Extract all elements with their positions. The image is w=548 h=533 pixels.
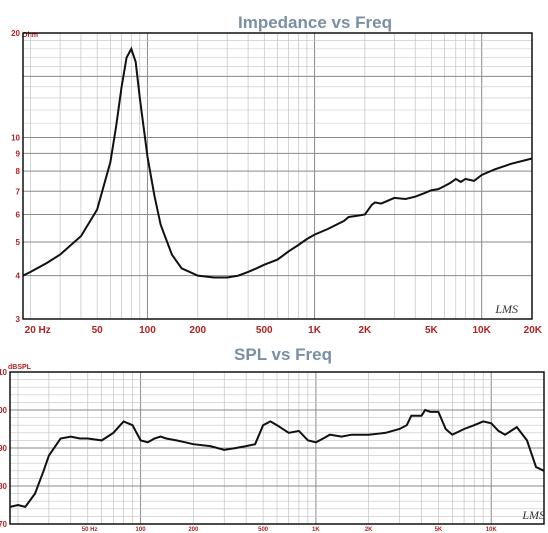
spl-x-tick-label: 10K: [486, 527, 498, 533]
spl-y-ticks: 110 100 90 80 70: [0, 368, 8, 529]
imp-x-tick-label: 500: [256, 325, 273, 336]
spl-y-tick-label: 110: [0, 368, 8, 377]
imp-x-tick-label: 10K: [473, 325, 492, 336]
spl-y-tick-label: 80: [0, 482, 8, 491]
impedance-y-ticks: 20 10 9 8 7 6 5 4 3: [11, 29, 20, 324]
spl-chart-title: SPL vs Freq: [234, 345, 332, 364]
spl-x-tick-label: 5K: [435, 527, 443, 533]
imp-y-tick-label: 3: [16, 315, 21, 324]
imp-y-tick-label: 5: [16, 238, 21, 247]
impedance-lms-watermark: LMS: [494, 302, 518, 316]
imp-y-tick-label: 9: [16, 149, 21, 158]
imp-y-tick-label: 4: [16, 272, 21, 281]
spl-x-tick-label: 100: [136, 527, 147, 533]
spl-y-unit: dBSPL: [8, 364, 32, 371]
impedance-y-unit: Ohm: [22, 32, 38, 39]
imp-x-tick-label: 200: [189, 325, 206, 336]
spl-x-tick-label: 50 Hz: [82, 527, 98, 533]
imp-x-tick-label: 20K: [524, 325, 543, 336]
imp-y-tick-label: 20: [11, 29, 20, 38]
spl-grid: [10, 372, 544, 524]
impedance-plot-frame: [22, 32, 533, 320]
imp-x-tick-label: 5K: [425, 325, 439, 336]
spl-y-tick-label: 90: [0, 444, 8, 453]
imp-y-tick-label: 7: [16, 187, 21, 196]
impedance-x-ticks: 20 Hz 50 100 200 500 1K 2K 5K 10K 20K: [25, 325, 543, 336]
imp-x-tick-label: 2K: [358, 325, 372, 336]
spl-y-tick-label: 100: [0, 406, 8, 415]
spl-lms-watermark: LMS: [521, 508, 545, 522]
imp-x-tick-label: 1K: [308, 325, 322, 336]
imp-y-tick-label: 6: [16, 211, 21, 220]
imp-y-tick-label: 8: [16, 167, 21, 176]
spl-x-tick-label: 2K: [365, 527, 373, 533]
imp-y-tick-label: 10: [11, 133, 20, 142]
spl-y-tick-label: 70: [0, 520, 8, 529]
spl-x-ticks: 50 Hz 100 200 500 1K 2K 5K 10K: [82, 527, 498, 533]
imp-x-tick-label: 50: [92, 325, 104, 336]
spl-plot-frame: [9, 371, 545, 525]
imp-x-tick-label: 100: [139, 325, 156, 336]
spl-x-tick-label: 1K: [312, 527, 320, 533]
impedance-chart-title: Impedance vs Freq: [238, 13, 392, 32]
imp-x-tick-label: 20 Hz: [25, 325, 51, 336]
spl-x-tick-label: 500: [258, 527, 269, 533]
impedance-grid: [23, 33, 532, 319]
spl-curve: [9, 408, 545, 509]
spl-x-tick-label: 200: [188, 527, 199, 533]
impedance-curve: [22, 46, 533, 279]
